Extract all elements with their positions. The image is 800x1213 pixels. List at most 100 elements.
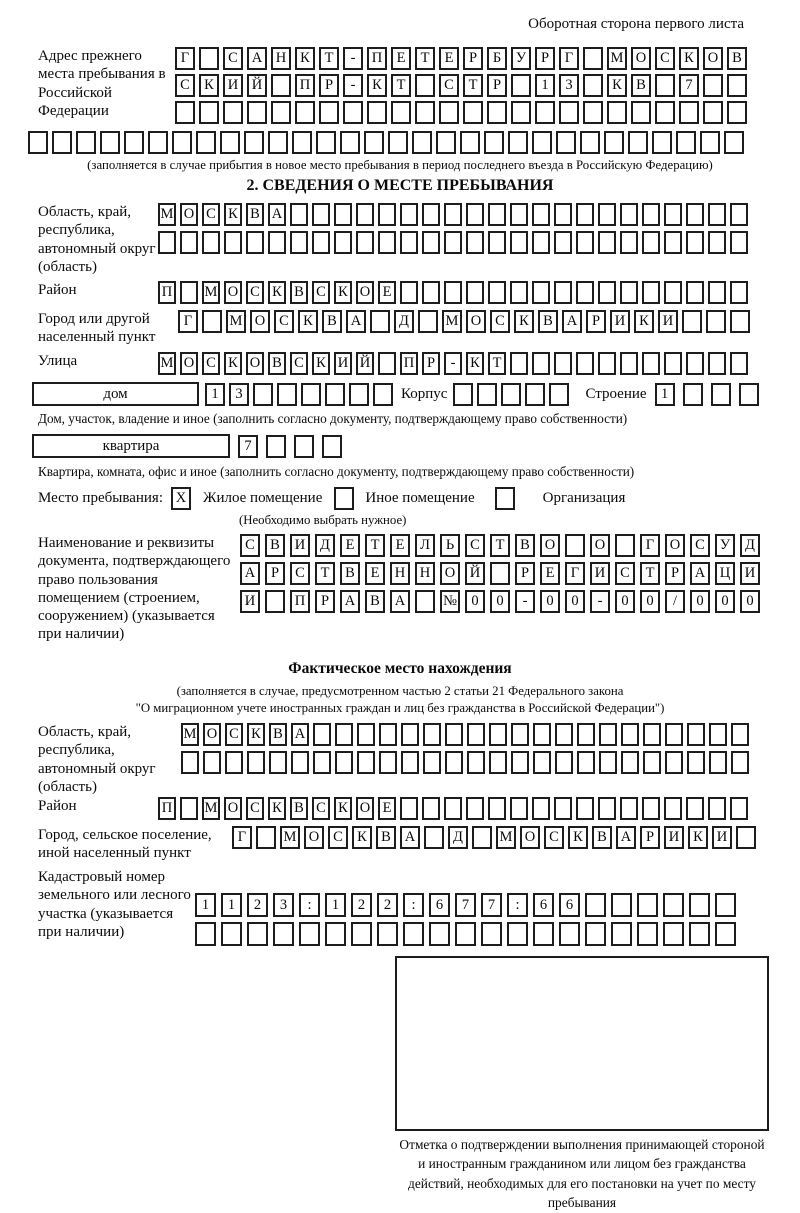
char-cell[interactable] xyxy=(620,797,638,820)
char-cell[interactable] xyxy=(664,231,682,254)
char-cell[interactable] xyxy=(422,203,440,226)
char-cell[interactable]: М xyxy=(202,281,220,304)
char-cell[interactable]: П xyxy=(400,352,418,375)
char-cell[interactable] xyxy=(620,203,638,226)
char-cell[interactable] xyxy=(253,382,273,406)
char-cell[interactable]: 0 xyxy=(540,590,560,613)
char-cell[interactable]: В xyxy=(538,310,558,333)
char-cell[interactable] xyxy=(221,922,242,946)
char-cell[interactable] xyxy=(664,203,682,226)
char-cell[interactable] xyxy=(508,131,528,154)
char-cell[interactable]: Й xyxy=(356,352,374,375)
char-cell[interactable] xyxy=(689,922,710,946)
char-cell[interactable] xyxy=(349,382,369,406)
char-cell[interactable]: К xyxy=(367,74,387,97)
char-cell[interactable] xyxy=(510,203,528,226)
char-cell[interactable]: Е xyxy=(540,562,560,585)
char-cell[interactable] xyxy=(611,893,632,917)
char-cell[interactable] xyxy=(727,101,747,124)
char-cell[interactable] xyxy=(312,203,330,226)
char-cell[interactable] xyxy=(642,797,660,820)
char-cell[interactable] xyxy=(400,203,418,226)
char-cell[interactable] xyxy=(676,131,696,154)
char-cell[interactable]: № xyxy=(440,590,460,613)
char-cell[interactable] xyxy=(715,893,736,917)
char-cell[interactable]: С xyxy=(290,352,308,375)
char-cell[interactable]: 0 xyxy=(640,590,660,613)
char-cell[interactable]: П xyxy=(367,47,387,70)
char-cell[interactable]: Т xyxy=(490,534,510,557)
char-cell[interactable]: М xyxy=(181,723,199,746)
char-cell[interactable]: О xyxy=(224,281,242,304)
char-cell[interactable] xyxy=(488,231,506,254)
char-cell[interactable]: Р xyxy=(463,47,483,70)
char-cell[interactable]: К xyxy=(268,281,286,304)
char-cell[interactable] xyxy=(708,281,726,304)
char-cell[interactable] xyxy=(400,231,418,254)
char-cell[interactable] xyxy=(277,382,297,406)
char-cell[interactable] xyxy=(488,281,506,304)
char-cell[interactable] xyxy=(299,922,320,946)
char-cell[interactable] xyxy=(223,101,243,124)
char-cell[interactable] xyxy=(731,751,749,774)
char-cell[interactable] xyxy=(598,281,616,304)
char-cell[interactable] xyxy=(378,231,396,254)
char-cell[interactable] xyxy=(195,922,216,946)
char-cell[interactable] xyxy=(316,131,336,154)
char-cell[interactable] xyxy=(158,231,176,254)
char-cell[interactable]: О xyxy=(540,534,560,557)
char-cell[interactable] xyxy=(533,723,551,746)
char-cell[interactable]: В xyxy=(246,203,264,226)
char-cell[interactable]: Е xyxy=(390,534,410,557)
char-cell[interactable]: И xyxy=(740,562,760,585)
char-cell[interactable] xyxy=(577,723,595,746)
char-cell[interactable]: К xyxy=(688,826,708,849)
char-cell[interactable]: У xyxy=(511,47,531,70)
char-cell[interactable]: 1 xyxy=(205,382,225,406)
char-cell[interactable]: П xyxy=(295,74,315,97)
char-cell[interactable] xyxy=(686,231,704,254)
char-cell[interactable]: К xyxy=(568,826,588,849)
char-cell[interactable]: К xyxy=(298,310,318,333)
char-cell[interactable] xyxy=(334,487,355,510)
char-cell[interactable]: М xyxy=(280,826,300,849)
char-cell[interactable] xyxy=(689,893,710,917)
char-cell[interactable] xyxy=(615,534,635,557)
char-cell[interactable]: К xyxy=(334,797,352,820)
char-cell[interactable] xyxy=(202,231,220,254)
char-cell[interactable]: О xyxy=(203,723,221,746)
char-cell[interactable]: С xyxy=(312,797,330,820)
char-cell[interactable] xyxy=(554,231,572,254)
char-cell[interactable] xyxy=(679,101,699,124)
char-cell[interactable] xyxy=(225,751,243,774)
char-cell[interactable]: 3 xyxy=(229,382,249,406)
char-cell[interactable]: Г xyxy=(232,826,252,849)
char-cell[interactable]: С xyxy=(290,562,310,585)
char-cell[interactable] xyxy=(643,723,661,746)
char-cell[interactable]: К xyxy=(607,74,627,97)
char-cell[interactable]: В xyxy=(269,723,287,746)
char-cell[interactable]: В xyxy=(727,47,747,70)
char-cell[interactable] xyxy=(731,723,749,746)
char-cell[interactable] xyxy=(445,751,463,774)
char-cell[interactable] xyxy=(549,382,570,406)
char-cell[interactable] xyxy=(736,826,756,849)
char-cell[interactable] xyxy=(583,74,603,97)
char-cell[interactable]: Ь xyxy=(440,534,460,557)
char-cell[interactable] xyxy=(466,231,484,254)
char-cell[interactable] xyxy=(488,797,506,820)
char-cell[interactable] xyxy=(467,751,485,774)
char-cell[interactable] xyxy=(703,74,723,97)
char-cell[interactable] xyxy=(423,723,441,746)
char-cell[interactable]: О xyxy=(250,310,270,333)
char-cell[interactable] xyxy=(180,797,198,820)
char-cell[interactable] xyxy=(664,281,682,304)
char-cell[interactable] xyxy=(583,101,603,124)
char-cell[interactable]: В xyxy=(365,590,385,613)
char-cell[interactable] xyxy=(577,751,595,774)
char-cell[interactable] xyxy=(301,382,321,406)
char-cell[interactable]: : xyxy=(403,893,424,917)
char-cell[interactable]: С xyxy=(223,47,243,70)
char-cell[interactable]: О xyxy=(224,797,242,820)
char-cell[interactable]: С xyxy=(202,352,220,375)
